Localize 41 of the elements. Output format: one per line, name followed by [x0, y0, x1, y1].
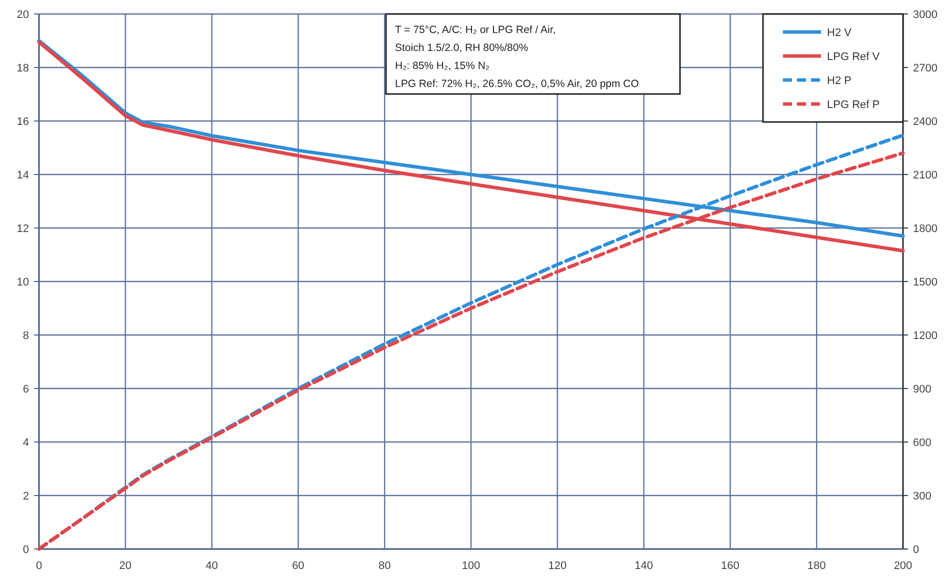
y2-tick-label: 1800 [913, 223, 938, 235]
legend-label: H2 V [827, 27, 852, 39]
y-tick-label: 14 [16, 170, 29, 182]
annotation: T = 75°C, A/C: H₂ or LPG Ref / Air, [395, 24, 556, 36]
y-tick-label: 10 [16, 276, 29, 288]
y2-tick-label: 1200 [913, 330, 938, 342]
annotation: H₂: 85% H₂, 15% N₂ [395, 60, 490, 72]
y2-tick-label: 1500 [913, 276, 938, 288]
y-tick-label: 12 [16, 223, 29, 235]
y2-tick-label: 2700 [913, 62, 938, 74]
x-tick-label: 80 [378, 560, 391, 572]
y-tick-label: 0 [22, 544, 29, 556]
y2-tick-label: 2400 [913, 116, 938, 128]
x-tick-label: 120 [548, 560, 567, 572]
x-tick-label: 180 [807, 560, 826, 572]
y-tick-label: 2 [22, 490, 29, 502]
legend-label: LPG Ref P [827, 99, 880, 111]
y2-tick-label: 300 [913, 490, 932, 502]
x-tick-label: 200 [894, 560, 912, 572]
legend-label: LPG Ref V [827, 51, 880, 63]
y2-tick-label: 3000 [913, 9, 938, 21]
x-tick-label: 20 [119, 560, 132, 572]
y2-tick-label: 2100 [913, 170, 938, 182]
x-tick-label: 0 [36, 560, 42, 572]
y-tick-label: 20 [16, 9, 29, 21]
y2-tick-label: 900 [913, 384, 932, 396]
y-tick-label: 8 [22, 330, 29, 342]
legend-label: H2 P [827, 75, 852, 87]
y-tick-label: 16 [16, 116, 29, 128]
x-tick-label: 160 [721, 560, 740, 572]
y-tick-label: 4 [22, 437, 29, 449]
x-tick-label: 60 [292, 560, 304, 572]
y-tick-label: 6 [22, 384, 29, 396]
y-tick-label: 18 [16, 62, 29, 74]
x-tick-label: 100 [462, 560, 480, 572]
annotation: LPG Ref: 72% H₂, 26.5% CO₂, 0,5% Air, 20 ppm CO [395, 78, 639, 90]
y2-tick-label: 600 [913, 437, 932, 449]
x-tick-label: 140 [634, 560, 653, 572]
y2-tick-label: 0 [913, 544, 920, 556]
annotation: Stoich 1.5/2.0, RH 80%/80% [395, 42, 528, 54]
x-tick-label: 40 [206, 560, 218, 572]
